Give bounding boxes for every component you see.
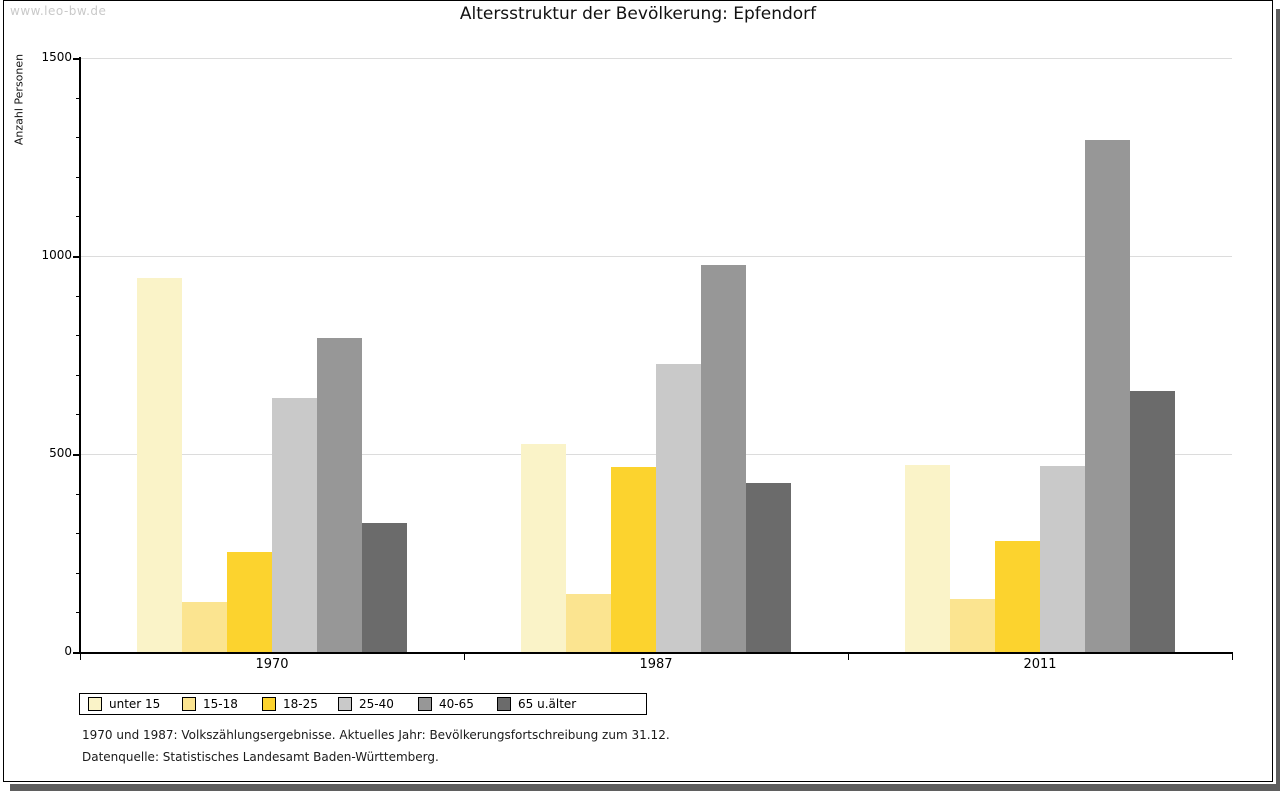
legend-item-65-u-lter: 65 u.älter bbox=[497, 697, 576, 711]
y-tick-900 bbox=[76, 295, 80, 297]
y-tick-label-0: 0 bbox=[64, 644, 72, 658]
y-tick-1000 bbox=[73, 256, 80, 258]
y-tick-500 bbox=[73, 454, 80, 456]
bar-1970-40-65 bbox=[317, 338, 362, 652]
gridline-1500 bbox=[80, 58, 1232, 59]
x-category-label-2011: 2011 bbox=[1023, 657, 1057, 672]
window-shadow-right bbox=[1276, 9, 1280, 784]
legend-item-15-18: 15-18 bbox=[182, 697, 238, 711]
bar-1987-65-u-lter bbox=[746, 483, 791, 652]
y-tick-300 bbox=[76, 533, 80, 535]
legend-label: unter 15 bbox=[109, 697, 161, 711]
x-tick-2 bbox=[848, 654, 849, 660]
bar-1987-40-65 bbox=[701, 265, 746, 652]
bar-2011-18-25 bbox=[995, 541, 1040, 652]
gridline-1000 bbox=[80, 256, 1232, 257]
window-shadow-bottom bbox=[10, 784, 1280, 791]
bar-2011-unter-15 bbox=[905, 465, 950, 652]
legend-item-unter-15: unter 15 bbox=[88, 697, 160, 711]
legend-swatch-icon bbox=[418, 697, 432, 711]
y-tick-200 bbox=[76, 572, 80, 574]
watermark: www.leo-bw.de bbox=[10, 4, 107, 18]
bar-1987-18-25 bbox=[611, 467, 656, 652]
legend-swatch-icon bbox=[182, 697, 196, 711]
legend-label: 65 u.älter bbox=[518, 697, 577, 711]
bar-1970-15-18 bbox=[182, 602, 227, 652]
bar-2011-65-u-lter bbox=[1130, 391, 1175, 652]
bar-2011-25-40 bbox=[1040, 466, 1085, 652]
y-tick-0 bbox=[73, 652, 80, 654]
y-tick-100 bbox=[76, 612, 80, 614]
legend-swatch-icon bbox=[88, 697, 102, 711]
legend-label: 18-25 bbox=[283, 697, 318, 711]
y-tick-label-1000: 1000 bbox=[41, 248, 72, 262]
bar-2011-15-18 bbox=[950, 599, 995, 652]
legend: unter 15 15-18 18-25 25-40 40-65 65 u.älter bbox=[79, 693, 647, 715]
bar-1970-65-u-lter bbox=[362, 523, 407, 652]
legend-item-18-25: 18-25 bbox=[262, 697, 318, 711]
y-tick-1300 bbox=[76, 137, 80, 139]
y-tick-400 bbox=[76, 493, 80, 495]
x-category-label-1987: 1987 bbox=[639, 657, 673, 672]
bar-1970-18-25 bbox=[227, 552, 272, 652]
bar-1970-unter-15 bbox=[137, 278, 182, 652]
y-tick-1400 bbox=[76, 97, 80, 99]
y-tick-800 bbox=[76, 335, 80, 337]
legend-swatch-icon bbox=[497, 697, 511, 711]
legend-label: 25-40 bbox=[359, 697, 394, 711]
x-tick-3 bbox=[1232, 654, 1233, 660]
footer-note: 1970 und 1987: Volkszählungsergebnisse. … bbox=[82, 728, 670, 742]
y-tick-1100 bbox=[76, 216, 80, 218]
legend-swatch-icon bbox=[338, 697, 352, 711]
x-axis bbox=[79, 652, 1233, 654]
y-tick-1500 bbox=[73, 58, 80, 60]
legend-label: 40-65 bbox=[439, 697, 474, 711]
y-tick-1200 bbox=[76, 176, 80, 178]
y-tick-label-1500: 1500 bbox=[41, 50, 72, 64]
legend-swatch-icon bbox=[262, 697, 276, 711]
x-tick-1 bbox=[464, 654, 465, 660]
y-tick-700 bbox=[76, 374, 80, 376]
y-tick-600 bbox=[76, 414, 80, 416]
y-tick-label-500: 500 bbox=[49, 446, 72, 460]
y-axis-title: Anzahl Personen bbox=[12, 53, 26, 146]
y-axis bbox=[79, 57, 81, 653]
bar-2011-40-65 bbox=[1085, 140, 1130, 652]
footer-source: Datenquelle: Statistisches Landesamt Bad… bbox=[82, 750, 439, 764]
bar-1970-25-40 bbox=[272, 398, 317, 652]
legend-label: 15-18 bbox=[203, 697, 238, 711]
bar-1987-25-40 bbox=[656, 364, 701, 652]
page-title: Altersstruktur der Bevölkerung: Epfendor… bbox=[459, 4, 817, 24]
legend-item-25-40: 25-40 bbox=[338, 697, 394, 711]
x-category-label-1970: 1970 bbox=[255, 657, 289, 672]
bar-1987-unter-15 bbox=[521, 444, 566, 652]
x-tick-0 bbox=[80, 654, 81, 660]
legend-item-40-65: 40-65 bbox=[418, 697, 474, 711]
bar-1987-15-18 bbox=[566, 594, 611, 652]
